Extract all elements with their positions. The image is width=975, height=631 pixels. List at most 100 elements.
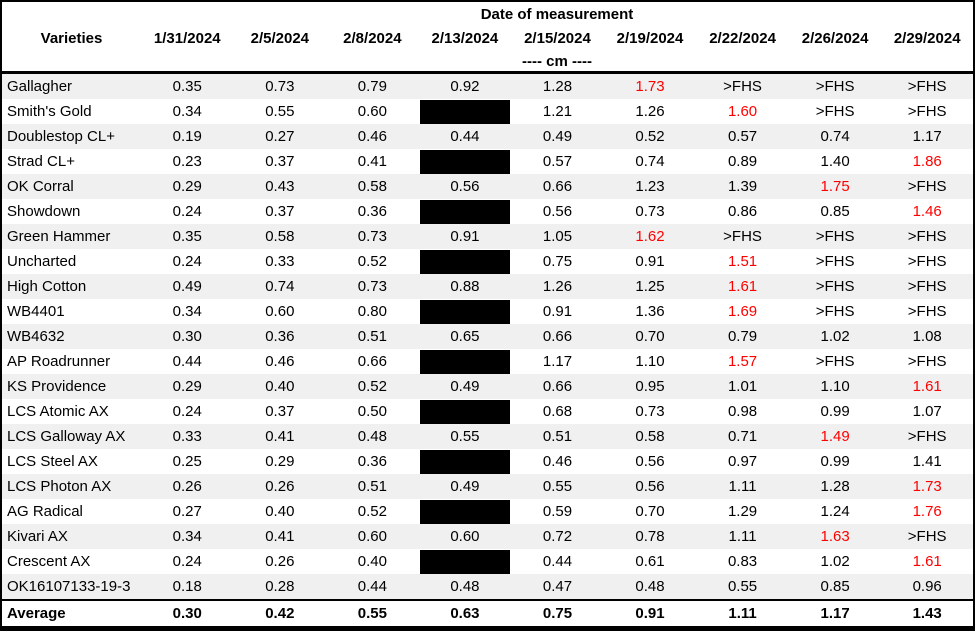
variety-cell: Showdown (7, 203, 81, 220)
value-text: 1.10 (820, 378, 850, 395)
value-text: 1.86 (912, 153, 942, 170)
value-text: 0.85 (820, 578, 850, 595)
table-row: Showdown 0.24 0.37 0.36 0.56 0.73 0.86 0.85 1.46 (1, 199, 974, 224)
variety-cell: Uncharted (7, 253, 77, 270)
value-cell: >FHS (881, 424, 974, 449)
value-cell: 0.57 (511, 149, 604, 174)
value-text: 0.36 (357, 453, 387, 470)
value-cell: 0.36 (233, 324, 327, 349)
value-text: 0.48 (450, 578, 480, 595)
value-text: 1.51 (727, 253, 758, 270)
value-cell: 0.56 (511, 199, 604, 224)
redacted-cell (419, 149, 512, 174)
value-text: 0.98 (727, 403, 758, 420)
value-text: 0.55 (450, 428, 480, 445)
date-column-header: 2/22/2024 (696, 26, 789, 51)
value-cell: 0.55 (418, 424, 512, 449)
value-cell: 0.28 (233, 574, 327, 600)
value-text: 0.29 (172, 378, 202, 395)
table-row: Smith's Gold 0.34 0.55 0.60 1.21 1.26 1.60 >FHS… (1, 99, 974, 124)
value-text: 1.29 (727, 503, 758, 520)
value-text: 0.89 (727, 153, 758, 170)
value-text: 1.26 (635, 103, 665, 120)
variety-cell: Kivari AX (1, 524, 141, 549)
average-value-cell: 0.30 (141, 599, 234, 631)
value-cell: >FHS (881, 299, 974, 324)
value-text: 1.73 (912, 478, 942, 495)
redaction-box (419, 399, 510, 424)
value-cell: 0.19 (141, 124, 234, 149)
value-text: >FHS (815, 353, 855, 370)
average-value-cell: 1.43 (881, 599, 974, 631)
value-cell: 0.89 (696, 149, 789, 174)
value-text: 0.52 (357, 378, 387, 395)
value-cell: 0.56 (603, 474, 697, 499)
table-row: Gallagher 0.35 0.73 0.79 0.92 1.28 1.73 >FHS >FH… (1, 72, 974, 99)
value-cell: 0.46 (234, 349, 327, 374)
value-text: 1.23 (635, 178, 665, 195)
redacted-cell (419, 399, 512, 424)
value-text: 0.25 (172, 453, 202, 470)
redaction-box (419, 449, 510, 474)
value-text: 0.29 (172, 178, 202, 195)
value-text: 0.27 (172, 503, 202, 520)
value-text: >FHS (723, 228, 762, 245)
value-text: 0.35 (172, 78, 202, 95)
value-cell: 0.74 (233, 274, 327, 299)
value-text: 0.24 (172, 203, 202, 220)
table-header: Date of measurement Varieties 1/31/2024 2… (1, 1, 974, 74)
redaction-box (419, 149, 510, 174)
value-cell: 0.91 (511, 299, 604, 324)
value-text: 0.40 (357, 553, 387, 570)
value-text: 0.51 (357, 328, 387, 345)
value-cell: 0.75 (511, 249, 604, 274)
value-cell: 0.58 (603, 424, 697, 449)
value-text: 0.24 (172, 553, 202, 570)
value-text: 0.24 (172, 403, 202, 420)
value-cell: 1.75 (788, 174, 882, 199)
table-row: LCS Galloway AX 0.33 0.41 0.48 0.55 0.51 0.58 0… (1, 424, 974, 449)
unit-empty-cell (1, 51, 141, 74)
value-cell: 0.57 (696, 124, 789, 149)
value-cell: 0.71 (696, 424, 789, 449)
value-cell: 1.46 (881, 199, 974, 224)
value-text: >FHS (815, 78, 855, 95)
value-text: 0.74 (635, 153, 665, 170)
value-cell: 0.58 (233, 224, 327, 249)
value-cell: >FHS (881, 524, 974, 549)
value-cell: 0.56 (418, 174, 512, 199)
value-text: 0.51 (357, 478, 387, 495)
value-cell: 0.34 (141, 524, 234, 549)
table-row: AG Radical 0.27 0.40 0.52 0.59 0.70 1.29 1.24 1.… (1, 499, 974, 524)
value-cell: 0.61 (604, 549, 697, 574)
value-cell: 0.49 (511, 124, 604, 149)
redacted-cell (419, 299, 512, 324)
value-cell: >FHS (788, 274, 882, 299)
value-text: 0.80 (357, 303, 387, 320)
variety-cell: WB4401 (7, 303, 65, 320)
value-cell: 0.88 (418, 274, 512, 299)
value-text: 0.44 (542, 553, 573, 570)
value-cell: 0.46 (511, 449, 604, 474)
value-text: 1.28 (820, 478, 850, 495)
value-cell: 0.49 (418, 374, 512, 399)
variety-cell: Smith's Gold (7, 103, 92, 120)
value-text: 0.47 (542, 578, 573, 595)
value-text: 0.58 (635, 428, 665, 445)
value-cell: 1.61 (696, 274, 789, 299)
value-cell: 0.41 (326, 149, 419, 174)
value-cell: 0.29 (141, 374, 234, 399)
value-text: 1.25 (635, 278, 665, 295)
variety-cell: AP Roadrunner (7, 353, 111, 370)
value-cell: 0.99 (789, 449, 882, 474)
average-value-cell: 1.17 (788, 599, 882, 631)
value-text: 1.69 (727, 303, 758, 320)
value-text: 0.91 (635, 253, 665, 270)
table-row: Doublestop CL+ 0.19 0.27 0.46 0.44 0.49 0.52 0.… (1, 124, 974, 149)
redaction-box (419, 349, 510, 374)
value-cell: 0.74 (788, 124, 882, 149)
date-column-header: 2/8/2024 (326, 26, 419, 51)
value-text: 1.73 (635, 78, 665, 95)
redaction-box (419, 499, 510, 524)
value-text: 0.70 (635, 328, 665, 345)
